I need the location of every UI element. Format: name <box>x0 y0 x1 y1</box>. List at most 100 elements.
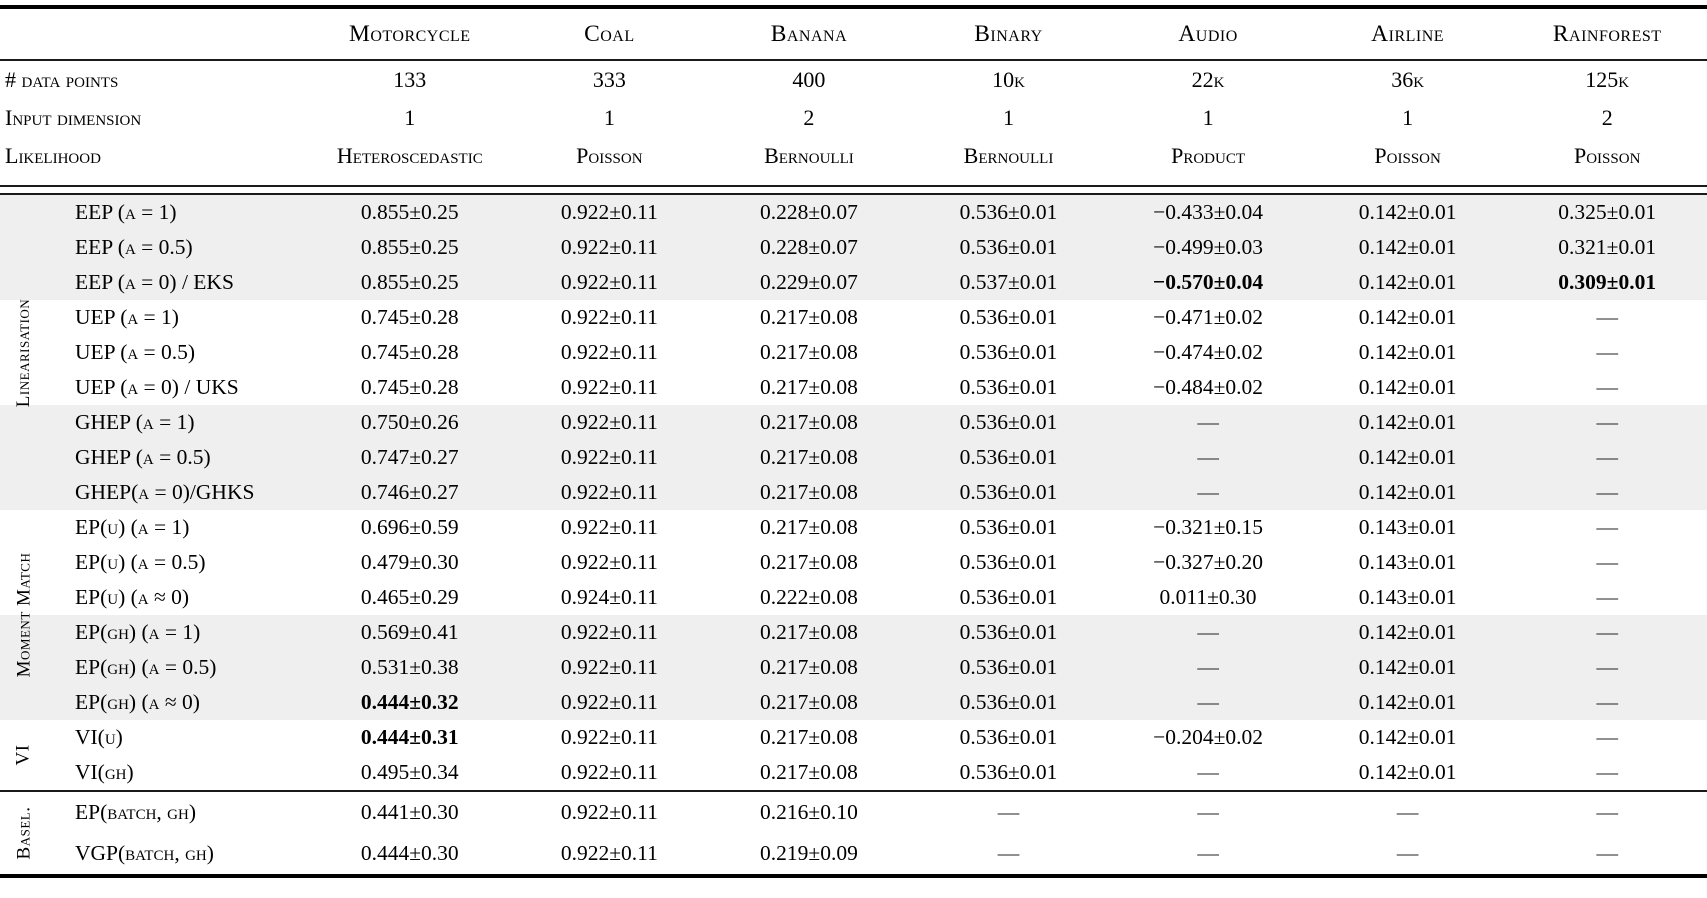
result-cell: 0.855±0.25 <box>360 200 459 224</box>
info-row-label: Likelihood <box>5 143 101 168</box>
result-cell: 0.922±0.11 <box>560 340 658 364</box>
method-label: VI(gh) <box>75 760 134 784</box>
result-cell: 0.217±0.08 <box>760 480 858 504</box>
table-row: UEP (α = 0) / UKS 0.745±0.28 0.922±0.11 0.2… <box>0 370 1707 405</box>
result-cell: −0.474±0.02 <box>1153 340 1264 364</box>
info-cell: Poisson <box>1573 143 1641 168</box>
info-cell: 400 <box>792 67 826 92</box>
table-row: EP(u) (α = 0.5) 0.479±0.30 0.922±0.11 0.217… <box>0 545 1707 580</box>
result-cell: 0.217±0.08 <box>760 760 858 784</box>
result-cell: 0.536±0.01 <box>959 690 1058 714</box>
result-cell: 0.219±0.09 <box>760 841 858 865</box>
result-cell: 0.536±0.01 <box>959 375 1058 399</box>
info-row-label: # data points <box>5 67 119 92</box>
result-cell: — <box>1596 410 1618 434</box>
result-cell: — <box>1596 841 1618 865</box>
result-cell: 0.142±0.01 <box>1358 410 1457 434</box>
result-cell: 0.855±0.25 <box>360 270 459 294</box>
info-cell: 1 <box>1002 105 1014 130</box>
result-cell: 0.746±0.27 <box>360 480 459 504</box>
result-cell: 0.745±0.28 <box>360 375 459 399</box>
result-cell: — <box>1596 480 1618 504</box>
method-label: EEP (α = 0) / EKS <box>75 270 234 294</box>
info-cell: 1 <box>603 105 615 130</box>
info-cell: 36k <box>1391 67 1425 92</box>
bottom-rule <box>0 874 1707 878</box>
result-cell: 0.142±0.01 <box>1358 480 1457 504</box>
result-cell: 0.325±0.01 <box>1558 200 1657 224</box>
table-row: UEP (α = 0.5) 0.745±0.28 0.922±0.11 0.217±0… <box>0 335 1707 370</box>
column-header-airline: Airline <box>1371 20 1445 47</box>
result-cell: — <box>997 841 1020 865</box>
result-cell: 0.536±0.01 <box>959 480 1058 504</box>
info-cell: 1 <box>1402 105 1414 130</box>
result-cell: — <box>1197 800 1219 824</box>
method-label: EEP (α = 1) <box>75 200 177 224</box>
info-cell: Heteroscedastic <box>336 143 483 168</box>
result-cell: 0.745±0.28 <box>360 305 459 329</box>
table-row: EP(u) (α = 1) 0.696±0.59 0.922±0.11 0.217±0… <box>0 510 1707 545</box>
result-cell: 0.217±0.08 <box>760 620 858 644</box>
result-cell: 0.922±0.11 <box>560 800 658 824</box>
result-cell: −0.204±0.02 <box>1153 725 1264 749</box>
result-cell: 0.536±0.01 <box>959 760 1058 784</box>
column-header-motorcycle: Motorcycle <box>348 20 471 47</box>
info-cell: 10k <box>992 67 1025 92</box>
column-header-audio: Audio <box>1178 20 1238 47</box>
result-cell: 0.444±0.30 <box>360 841 459 865</box>
result-cell: 0.536±0.01 <box>959 340 1058 364</box>
result-cell: 0.217±0.08 <box>760 550 858 574</box>
table-row: VGP(batch, gh) 0.444±0.30 0.922±0.11 0.219±… <box>0 833 1707 874</box>
result-cell: 0.142±0.01 <box>1358 655 1457 679</box>
result-cell: 0.441±0.30 <box>360 800 459 824</box>
table-row: VI(u) 0.444±0.31 0.922±0.11 0.217±0.08 0.536… <box>0 720 1707 755</box>
method-label: GHEP(α = 0)/GHKS <box>75 480 255 504</box>
method-label: UEP (α = 0.5) <box>75 340 196 364</box>
result-cell: 0.444±0.32 <box>360 690 459 714</box>
result-cell: 0.444±0.31 <box>360 725 459 749</box>
result-cell: 0.465±0.29 <box>360 585 459 609</box>
info-cell: Bernoulli <box>963 143 1054 168</box>
result-cell: 0.924±0.11 <box>560 585 658 609</box>
info-cell: Bernoulli <box>764 143 854 168</box>
table-row: GHEP(α = 0)/GHKS 0.746±0.27 0.922±0.11 0.21… <box>0 475 1707 510</box>
method-group-vi: VI VI(u) 0.444±0.31 0.922±0.11 0.217±0.08 0.5… <box>0 720 1707 790</box>
result-cell: — <box>1596 305 1618 329</box>
result-cell: — <box>1596 585 1618 609</box>
method-label: EP(u) (α = 0.5) <box>75 550 206 574</box>
result-cell: 0.922±0.11 <box>560 375 658 399</box>
method-group-moment-match: Moment Match EP(u) (α = 1) 0.696±0.59 0.922… <box>0 510 1707 720</box>
result-cell: 0.922±0.11 <box>560 690 658 714</box>
method-group-basel: Basel. EP(batch, gh) 0.441±0.30 0.922±0.11 0… <box>0 792 1707 874</box>
result-cell: — <box>1596 655 1618 679</box>
result-cell: 0.142±0.01 <box>1358 445 1457 469</box>
result-cell: 0.922±0.11 <box>560 270 658 294</box>
method-label: EP(gh) (α = 0.5) <box>75 655 217 679</box>
result-cell: 0.569±0.41 <box>360 620 459 644</box>
result-cell: — <box>1197 480 1219 504</box>
info-cell: 125k <box>1585 67 1630 92</box>
table-row: GHEP (α = 1) 0.750±0.26 0.922±0.11 0.217±0.… <box>0 405 1707 440</box>
result-cell: 0.531±0.38 <box>360 655 459 679</box>
table-row: EP(gh) (α = 1) 0.569±0.41 0.922±0.11 0.217±… <box>0 615 1707 650</box>
result-cell: 0.142±0.01 <box>1358 620 1457 644</box>
result-cell: — <box>1596 725 1618 749</box>
result-cell: 0.142±0.01 <box>1358 760 1457 784</box>
result-cell: 0.536±0.01 <box>959 725 1058 749</box>
result-cell: — <box>1596 550 1618 574</box>
result-cell: 0.228±0.07 <box>760 200 858 224</box>
result-cell: 0.922±0.11 <box>560 841 658 865</box>
result-cell: — <box>1197 760 1219 784</box>
info-row: Input dimension 1 1 2 1 1 1 2 <box>0 99 1707 137</box>
result-cell: −0.327±0.20 <box>1153 550 1264 574</box>
method-label: VI(u) <box>75 725 123 749</box>
table-row: EEP (α = 0) / EKS 0.855±0.25 0.922±0.11 0.2… <box>0 265 1707 300</box>
info-cell: 2 <box>1601 105 1613 130</box>
result-cell: 0.536±0.01 <box>959 585 1058 609</box>
result-cell: — <box>1596 515 1618 539</box>
result-cell: — <box>1396 800 1419 824</box>
result-cell: 0.142±0.01 <box>1358 270 1457 294</box>
info-cell: 333 <box>592 67 626 92</box>
dataset-info-rows: # data points 133 333 400 10k 22k 36k 125k Input… <box>0 61 1707 175</box>
